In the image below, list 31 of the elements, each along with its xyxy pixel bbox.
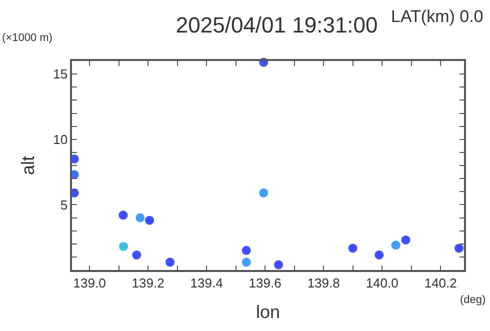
chart-title: 2025/04/01 19:31:00 xyxy=(176,12,378,38)
point xyxy=(391,240,400,250)
text: (deg) xyxy=(460,294,486,306)
y-tick-label: 10 xyxy=(53,132,68,147)
x-axis-title: lon xyxy=(256,302,280,322)
x-tick-label: 139.6 xyxy=(248,275,282,290)
point xyxy=(274,260,284,270)
x-tick-label: 139.8 xyxy=(307,275,340,290)
y-tick-label: 15 xyxy=(53,66,68,82)
y-tick-label: 5 xyxy=(60,197,68,212)
x-tick-label: 139.2 xyxy=(132,275,164,290)
point xyxy=(118,210,128,220)
x-tick-label: 139.0 xyxy=(73,275,106,290)
y-axis-title: alt xyxy=(18,156,38,176)
point xyxy=(166,258,174,267)
x-tick-label: 140.0 xyxy=(366,275,398,290)
point xyxy=(242,258,251,267)
x-tick-label: 140.2 xyxy=(424,275,457,290)
text: LAT(km) 0.0 xyxy=(391,7,484,26)
point xyxy=(401,235,410,244)
text: (×1000 m) xyxy=(2,32,52,44)
point xyxy=(132,250,142,260)
point xyxy=(136,213,145,222)
point xyxy=(348,244,358,253)
point xyxy=(145,216,154,225)
point xyxy=(374,250,384,260)
point xyxy=(242,246,251,255)
point xyxy=(118,242,128,251)
point xyxy=(454,244,464,253)
x-tick-label: 139.4 xyxy=(190,275,223,290)
point xyxy=(259,188,268,198)
